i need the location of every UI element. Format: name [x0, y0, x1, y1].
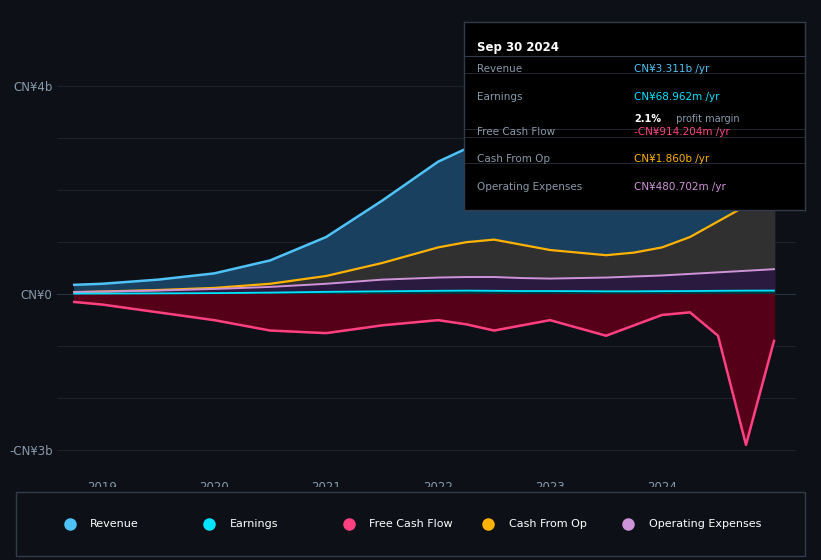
Text: Cash From Op: Cash From Op	[509, 519, 587, 529]
Text: Free Cash Flow: Free Cash Flow	[478, 128, 556, 137]
Text: 2.1%: 2.1%	[635, 114, 661, 124]
Text: Operating Expenses: Operating Expenses	[649, 519, 761, 529]
Text: CN¥3.311b /yr: CN¥3.311b /yr	[635, 64, 709, 74]
Text: Free Cash Flow: Free Cash Flow	[369, 519, 453, 529]
Text: CN¥480.702m /yr: CN¥480.702m /yr	[635, 182, 726, 192]
Text: Revenue: Revenue	[478, 64, 523, 74]
Text: profit margin: profit margin	[673, 114, 740, 124]
Text: Earnings: Earnings	[478, 92, 523, 102]
Text: CN¥68.962m /yr: CN¥68.962m /yr	[635, 92, 720, 102]
Text: Operating Expenses: Operating Expenses	[478, 182, 583, 192]
Text: Revenue: Revenue	[90, 519, 139, 529]
Text: Cash From Op: Cash From Op	[478, 153, 551, 164]
Bar	[16, 492, 805, 557]
Text: Earnings: Earnings	[230, 519, 278, 529]
Text: -CN¥914.204m /yr: -CN¥914.204m /yr	[635, 128, 730, 137]
Text: CN¥1.860b /yr: CN¥1.860b /yr	[635, 153, 709, 164]
Text: Sep 30 2024: Sep 30 2024	[478, 41, 559, 54]
